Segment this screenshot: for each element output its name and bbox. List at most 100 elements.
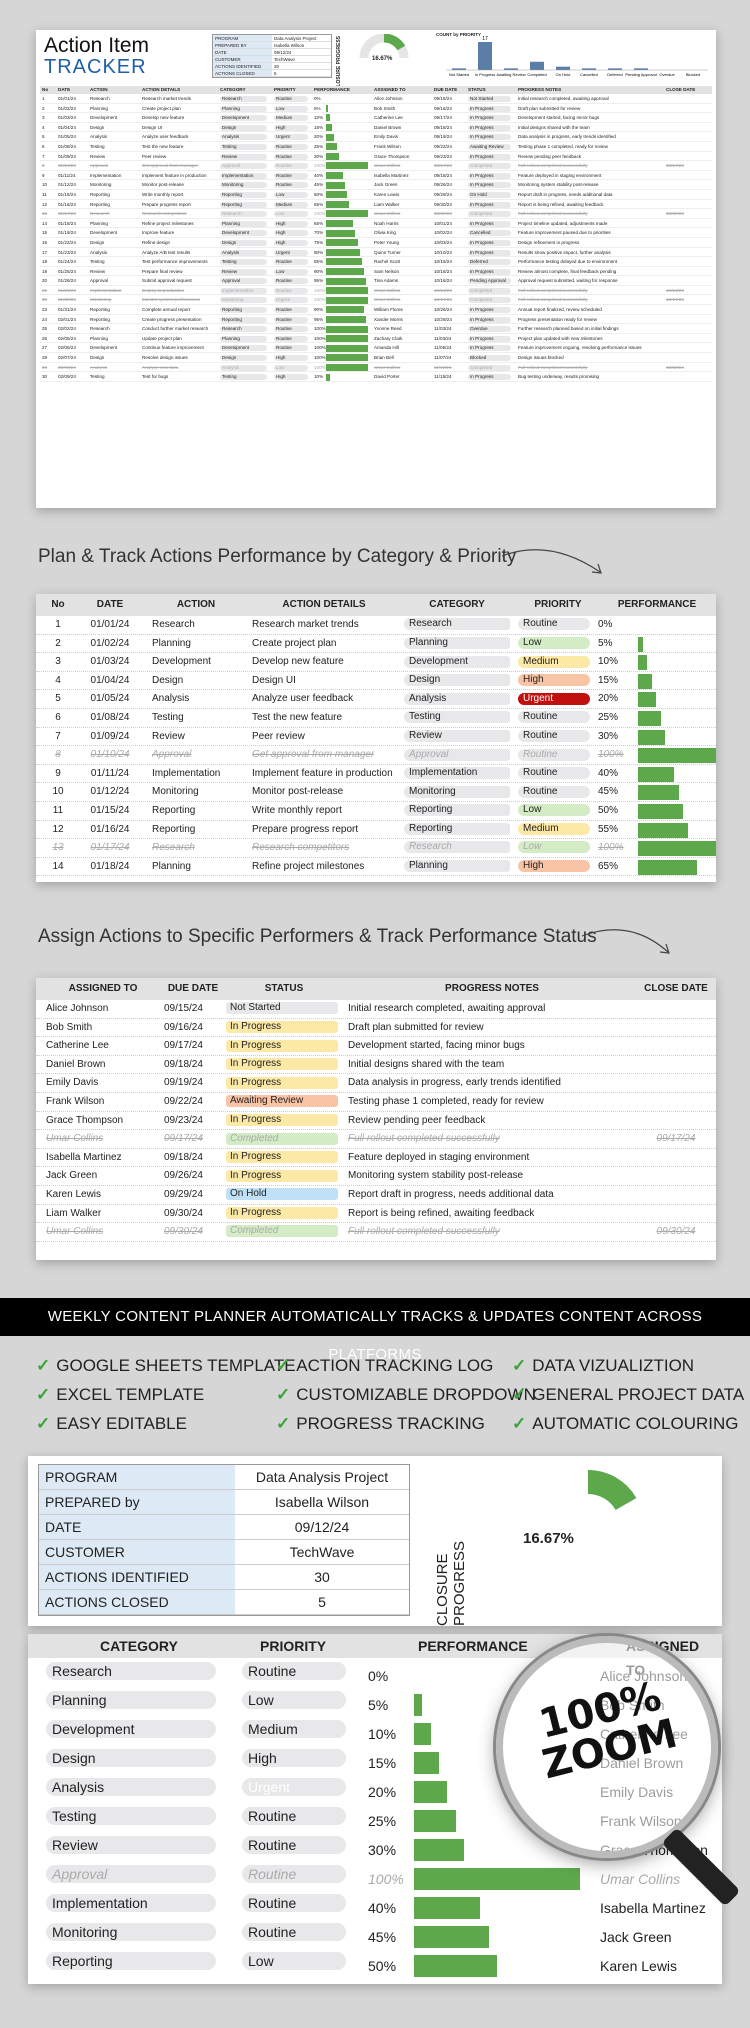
cell-pill[interactable]: In Progress	[468, 374, 512, 381]
table-row[interactable]: 3 01/03/24 Development Develop new feature D…	[36, 653, 716, 672]
table-row[interactable]: 29 02/08/24 Analysis Analyze new data Analys…	[40, 363, 712, 373]
category-dropdown[interactable]: Analysis	[46, 1778, 216, 1796]
category-dropdown[interactable]: Development	[404, 655, 510, 668]
category-dropdown[interactable]: Research	[404, 841, 510, 854]
table-row[interactable]: 9 01/11/24 Implementation Implement feature…	[40, 171, 712, 181]
cell-pill[interactable]: In Progress	[468, 182, 512, 189]
priority-dropdown[interactable]: Routine	[518, 767, 590, 780]
cell-pill[interactable]: Routine	[274, 345, 309, 352]
table-row[interactable]: Umar Collins 09/30/24 Completed Full rollou…	[36, 1223, 716, 1242]
status-dropdown[interactable]: Awaiting Review	[226, 1095, 338, 1108]
cell-pill[interactable]: Urgent	[274, 297, 309, 304]
cell-pill[interactable]: Medium	[274, 201, 309, 208]
table-row[interactable]: Bob Smith 09/16/24 In Progress Draft plan s…	[36, 1019, 716, 1038]
priority-dropdown[interactable]: High	[518, 674, 590, 687]
priority-dropdown[interactable]: Low	[518, 804, 590, 817]
table-row[interactable]: 12 01/16/24 Reporting Prepare progress repo…	[40, 200, 712, 210]
category-dropdown[interactable]: Design	[46, 1749, 216, 1767]
cell-pill[interactable]: High	[274, 374, 309, 381]
priority-dropdown[interactable]: Low	[518, 841, 590, 854]
cell-pill[interactable]: Urgent	[274, 249, 309, 256]
cell-pill[interactable]: Routine	[274, 259, 309, 266]
table-row[interactable]: 16 01/22/24 Design Refine design Design High 7…	[40, 238, 712, 248]
cell-pill[interactable]: High	[274, 355, 309, 362]
table-row[interactable]: 1 01/01/24 Research Research market trends R…	[36, 616, 716, 635]
cell-pill[interactable]: On Hold	[468, 191, 512, 198]
priority-dropdown[interactable]: High	[518, 860, 590, 873]
table-row[interactable]: 25 02/02/24 Research Conduct further market…	[40, 324, 712, 334]
status-dropdown[interactable]: In Progress	[226, 1076, 338, 1089]
cell-pill[interactable]: In Progress	[468, 316, 512, 323]
table-row[interactable]: 11 01/15/24 Reporting Write monthly report R…	[36, 802, 716, 821]
category-dropdown[interactable]: Implementation	[46, 1894, 216, 1912]
cell-pill[interactable]: In Progress	[468, 220, 512, 227]
priority-dropdown[interactable]: Routine	[518, 618, 590, 631]
cell-pill[interactable]: Urgent	[274, 134, 309, 141]
status-dropdown[interactable]: In Progress	[226, 1020, 338, 1033]
priority-dropdown[interactable]: Routine	[242, 1923, 346, 1941]
table-row[interactable]: 1 01/01/24 Research Research market trends R…	[40, 94, 712, 104]
cell-pill[interactable]: Routine	[274, 326, 309, 333]
table-row[interactable]: Grace Thompson 09/23/24 In Progress Review …	[36, 1112, 716, 1131]
category-dropdown[interactable]: Planning	[46, 1691, 216, 1709]
table-row[interactable]: 4 01/04/24 Design Design UI Design High 15% Dan…	[40, 123, 712, 133]
cell-pill[interactable]: Awaiting Review	[468, 143, 512, 150]
category-dropdown[interactable]: Analysis	[404, 692, 510, 705]
table-row[interactable]: 14 01/18/24 Planning Refine project milesto…	[36, 858, 716, 877]
category-dropdown[interactable]: Monitoring	[46, 1923, 216, 1941]
cell-pill[interactable]: High	[274, 230, 309, 237]
table-row[interactable]: 28 02/07/24 Design Resolve design issues Des…	[40, 353, 712, 363]
cell-pill[interactable]: Routine	[274, 316, 309, 323]
table-row[interactable]: Karen Lewis 09/29/24 On Hold Report draft i…	[36, 1186, 716, 1205]
category-dropdown[interactable]: Review	[46, 1836, 216, 1854]
cell-pill[interactable]: Routine	[274, 163, 309, 170]
priority-dropdown[interactable]: Low	[242, 1691, 346, 1709]
cell-pill[interactable]: In Progress	[468, 201, 512, 208]
table-row[interactable]: Jack Green 09/26/24 In Progress Monitoring …	[36, 1167, 716, 1186]
priority-dropdown[interactable]: Routine	[518, 785, 590, 798]
priority-dropdown[interactable]: Urgent	[242, 1778, 346, 1796]
category-dropdown[interactable]: Approval	[46, 1865, 216, 1883]
cell-pill[interactable]: Low	[274, 191, 309, 198]
category-dropdown[interactable]: Monitoring	[404, 785, 510, 798]
cell-pill[interactable]: Low	[274, 211, 309, 218]
status-dropdown[interactable]: In Progress	[226, 1206, 338, 1219]
table-row[interactable]: 9 01/11/24 Implementation Implement feature…	[36, 765, 716, 784]
cell-pill[interactable]: Routine	[274, 182, 309, 189]
table-row[interactable]: 11 01/15/24 Reporting Write monthly report R…	[40, 190, 712, 200]
status-dropdown[interactable]: In Progress	[226, 1039, 338, 1052]
priority-dropdown[interactable]: Low	[242, 1952, 346, 1970]
cell-pill[interactable]: Deferred	[468, 259, 512, 266]
status-dropdown[interactable]: On Hold	[226, 1188, 338, 1201]
table-row[interactable]: 27 02/06/24 Development Continue feature im…	[40, 343, 712, 354]
status-dropdown[interactable]: In Progress	[226, 1058, 338, 1071]
priority-dropdown[interactable]: Routine	[242, 1836, 346, 1854]
table-row[interactable]: 2 01/02/24 Planning Create project plan Plan…	[40, 104, 712, 114]
cell-pill[interactable]: High	[274, 220, 309, 227]
cell-pill[interactable]: In Progress	[468, 115, 512, 122]
table-row[interactable]: Umar Collins 09/17/24 Completed Full rollou…	[36, 1130, 716, 1149]
table-row[interactable]: 8 01/10/24 Approval Get approval from manag…	[40, 161, 712, 171]
table-row[interactable]: 14 01/18/24 Planning Refine project milesto…	[40, 219, 712, 229]
cell-pill[interactable]: In Progress	[468, 268, 512, 275]
category-dropdown[interactable]: Approval	[404, 748, 510, 761]
table-row[interactable]: 12 01/16/24 Reporting Prepare progress repo…	[36, 821, 716, 840]
category-dropdown[interactable]: Reporting	[46, 1952, 216, 1970]
cell-pill[interactable]: Routine	[274, 278, 309, 285]
table-row[interactable]: Review Routine 30% Grace Thompson	[28, 1836, 722, 1865]
priority-dropdown[interactable]: Routine	[242, 1662, 346, 1680]
table-row[interactable]: 7 01/09/24 Review Peer review Review Routine 3…	[36, 728, 716, 747]
table-row[interactable]: Frank Wilson 09/22/24 Awaiting Review Testi…	[36, 1093, 716, 1112]
table-row[interactable]: 26 02/05/24 Planning Update project plan Pla…	[40, 334, 712, 344]
table-row[interactable]: 6 01/08/24 Testing Test the new feature Test…	[40, 142, 712, 152]
cell-pill[interactable]: Cancelled	[468, 230, 512, 237]
category-dropdown[interactable]: Reporting	[404, 804, 510, 817]
cell-pill[interactable]: In Progress	[468, 335, 512, 342]
cell-pill[interactable]: Low	[274, 364, 309, 371]
table-row[interactable]: 4 01/04/24 Design Design UI Design High 15%	[36, 672, 716, 691]
category-dropdown[interactable]: Review	[404, 729, 510, 742]
table-row[interactable]: 7 01/09/24 Review Peer review Review Routine 3…	[40, 152, 712, 162]
table-row[interactable]: 6 01/08/24 Testing Test the new feature Test…	[36, 709, 716, 728]
